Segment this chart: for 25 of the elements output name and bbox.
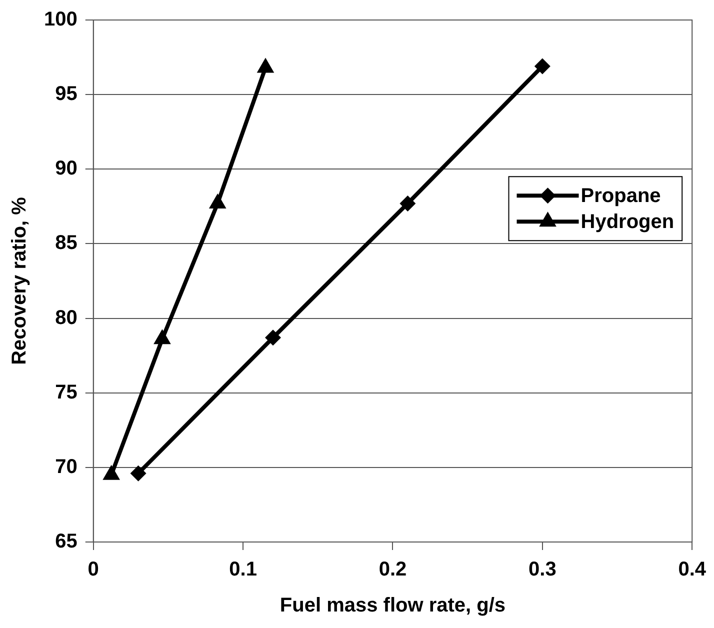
point xyxy=(534,58,550,74)
legend-label: Propane xyxy=(580,185,661,208)
legend-label: Hydrogen xyxy=(580,211,674,234)
y-tick-label: 90 xyxy=(55,158,78,180)
point xyxy=(400,195,416,212)
y-tick-label: 80 xyxy=(55,306,78,329)
point xyxy=(264,330,281,346)
y-axis-title: Recovery ratio, % xyxy=(8,196,31,365)
x-tick-label: 0.1 xyxy=(229,558,257,581)
x-tick-label: 0.3 xyxy=(528,558,556,581)
y-tick-label: 95 xyxy=(55,83,78,106)
x-tick-label: 0.2 xyxy=(378,558,407,581)
y-tick-label: 65 xyxy=(55,530,78,553)
point xyxy=(102,464,120,480)
y-tick-label: 70 xyxy=(55,456,78,478)
y-tick-label: 100 xyxy=(44,8,78,31)
point xyxy=(256,58,274,73)
y-tick-label: 85 xyxy=(55,232,78,254)
x-axis-title: Fuel mass flow rate, g/s xyxy=(280,594,506,617)
point xyxy=(154,329,171,344)
point xyxy=(208,193,226,208)
x-tick-label: 0.4 xyxy=(678,558,707,581)
x-tick-label: 0 xyxy=(88,558,99,581)
y-tick-label: 75 xyxy=(55,381,78,404)
point xyxy=(130,465,146,482)
